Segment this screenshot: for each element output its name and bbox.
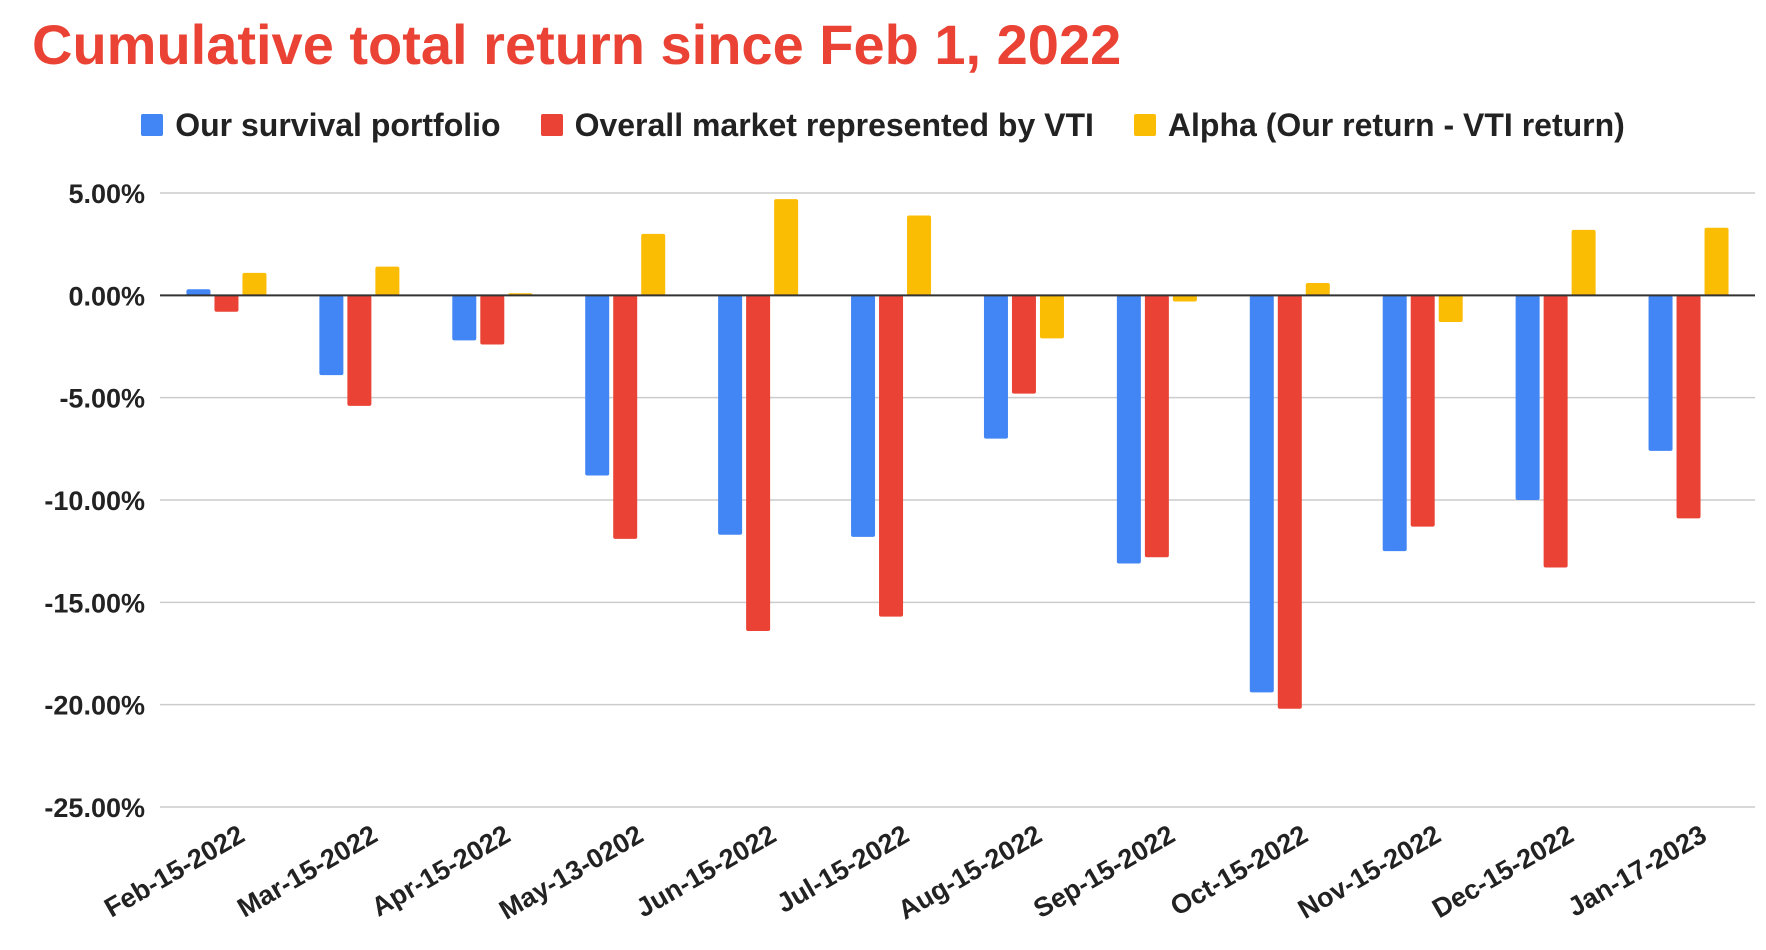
chart-title: Cumulative total return since Feb 1, 202… — [32, 13, 1122, 76]
x-tick-label: Apr-15-2022 — [366, 819, 515, 922]
bar — [1144, 295, 1169, 558]
x-tick-label: Aug-15-2022 — [893, 819, 1047, 925]
bar — [1410, 295, 1435, 527]
x-tick-label: Nov-15-2022 — [1293, 819, 1446, 925]
x-tick-label: Jan-17-2023 — [1563, 819, 1712, 922]
x-tick-label: Dec-15-2022 — [1427, 819, 1579, 924]
legend-item: Our survival portfolio — [141, 106, 501, 144]
bar — [375, 266, 400, 296]
bar — [907, 215, 932, 296]
legend-label: Alpha (Our return - VTI return) — [1167, 106, 1625, 143]
legend-label: Overall market represented by VTI — [574, 106, 1094, 143]
x-tick-label: Jul-15-2022 — [772, 819, 914, 919]
y-tick-label: -25.00% — [44, 793, 145, 823]
x-tick-label: Feb-15-2022 — [99, 819, 249, 923]
bar — [319, 295, 344, 376]
bar — [1249, 295, 1274, 693]
bar — [480, 295, 505, 345]
legend-label: Our survival portfolio — [175, 106, 501, 143]
bar — [983, 295, 1008, 439]
legend-item: Overall market represented by VTI — [540, 106, 1094, 144]
bar — [851, 295, 876, 537]
bar — [585, 295, 610, 476]
bar — [641, 233, 666, 296]
x-tick-label: Oct-15-2022 — [1165, 819, 1313, 922]
bar — [718, 295, 743, 535]
bar — [1382, 295, 1407, 552]
bar — [1011, 295, 1036, 394]
bar — [1648, 295, 1673, 451]
y-tick-label: -15.00% — [44, 588, 145, 618]
bar — [1116, 295, 1141, 564]
bar — [879, 295, 904, 617]
x-tick-label: Mar-15-2022 — [232, 819, 382, 923]
legend-item: Alpha (Our return - VTI return) — [1133, 106, 1625, 144]
bar — [746, 295, 771, 631]
y-tick-label: -5.00% — [59, 384, 145, 414]
legend-swatch — [1133, 114, 1156, 136]
bar — [1277, 295, 1302, 709]
x-tick-label: Jun-15-2022 — [631, 819, 781, 923]
bar — [347, 295, 372, 406]
bar — [1704, 227, 1729, 296]
bar — [1172, 295, 1197, 302]
bar — [452, 295, 477, 341]
y-tick-label: -20.00% — [44, 691, 145, 721]
y-tick-label: 0.00% — [68, 281, 145, 311]
bar — [1438, 295, 1463, 322]
legend-swatch — [141, 114, 164, 136]
bar — [214, 295, 239, 312]
bar — [1039, 295, 1064, 339]
bar — [1305, 283, 1330, 296]
bar — [613, 295, 638, 539]
y-tick-label: 5.00% — [68, 179, 145, 209]
x-tick-label: Sep-15-2022 — [1028, 819, 1179, 924]
legend: Our survival portfolio Overall market rep… — [0, 105, 1766, 145]
x-tick-label: May-13-0202 — [494, 819, 648, 925]
y-tick-label: -10.00% — [44, 486, 145, 516]
bar — [186, 289, 211, 296]
bar — [242, 272, 267, 296]
legend-swatch — [540, 114, 563, 136]
bar — [1515, 295, 1540, 500]
bar — [1571, 229, 1596, 296]
bar — [774, 199, 799, 296]
bar — [1543, 295, 1568, 568]
bar — [1676, 295, 1701, 519]
